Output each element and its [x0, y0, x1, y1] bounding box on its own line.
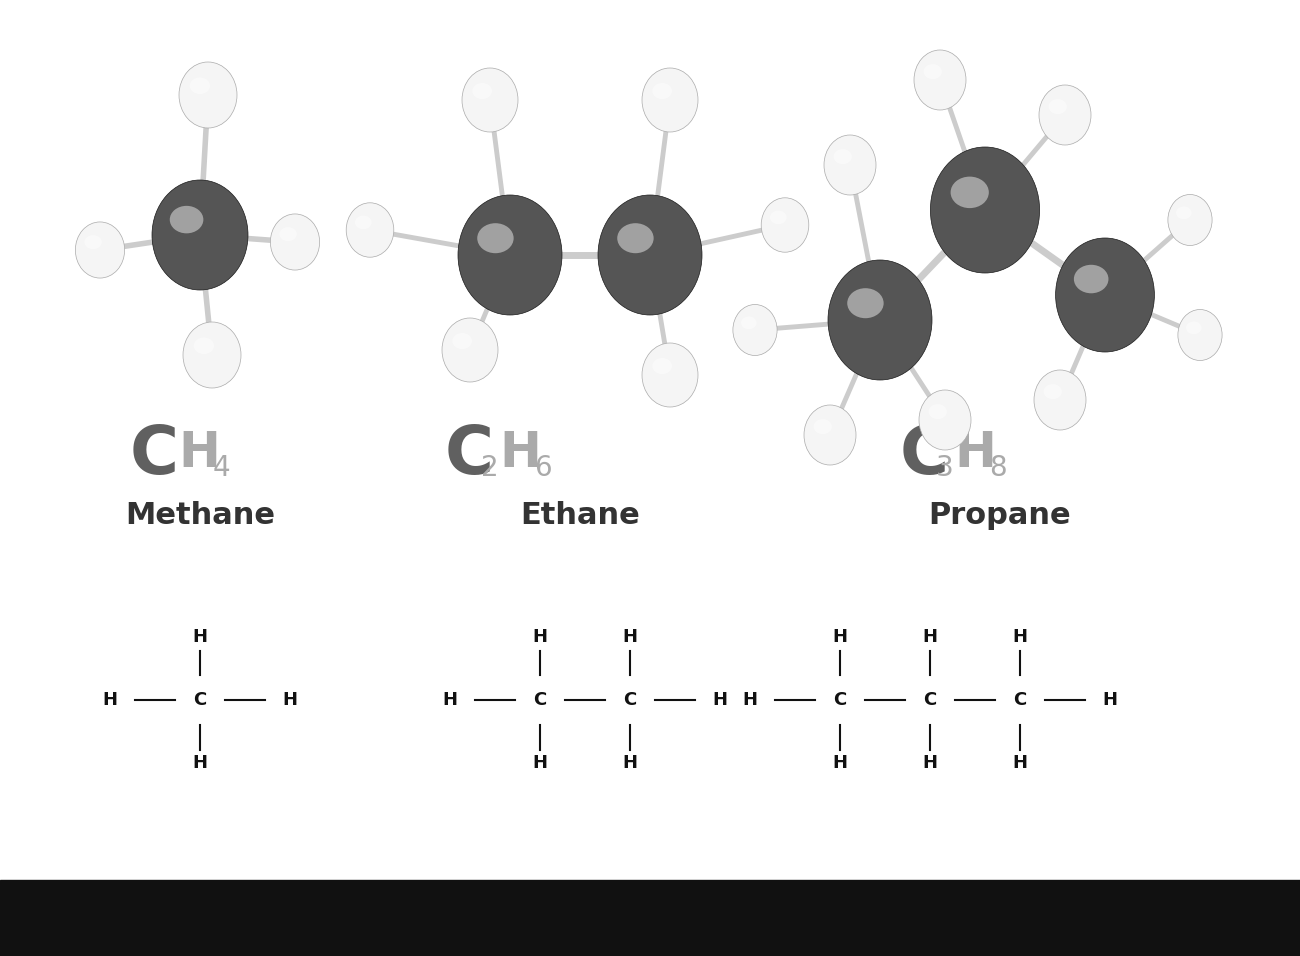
Ellipse shape [442, 318, 498, 382]
Ellipse shape [598, 195, 702, 315]
Text: 8: 8 [989, 454, 1006, 482]
Text: H: H [923, 628, 937, 646]
Ellipse shape [84, 235, 101, 250]
Ellipse shape [803, 405, 855, 465]
Ellipse shape [183, 322, 240, 388]
Text: H: H [923, 754, 937, 772]
Text: 6: 6 [534, 454, 551, 482]
Text: H: H [1013, 628, 1027, 646]
Ellipse shape [477, 223, 514, 253]
Ellipse shape [828, 260, 932, 380]
Ellipse shape [733, 305, 777, 356]
Ellipse shape [270, 214, 320, 270]
Ellipse shape [170, 206, 203, 233]
Text: H: H [742, 691, 758, 709]
Text: C: C [533, 691, 546, 709]
Text: H: H [178, 429, 220, 477]
Ellipse shape [848, 288, 884, 318]
Ellipse shape [824, 135, 876, 195]
Bar [0, 880, 1300, 956]
Text: H: H [192, 754, 208, 772]
Text: H: H [442, 691, 458, 709]
Ellipse shape [458, 195, 562, 315]
Ellipse shape [346, 203, 394, 257]
Text: 3: 3 [936, 454, 954, 482]
Text: C: C [1014, 691, 1027, 709]
Text: H: H [1102, 691, 1118, 709]
Ellipse shape [1049, 99, 1067, 114]
Ellipse shape [814, 419, 832, 434]
Text: Propane: Propane [928, 501, 1071, 530]
Text: H: H [1013, 754, 1027, 772]
Ellipse shape [1056, 238, 1154, 352]
Ellipse shape [1178, 310, 1222, 360]
Text: H: H [499, 429, 541, 477]
Text: H: H [192, 628, 208, 646]
Text: Methane: Methane [125, 501, 276, 530]
Ellipse shape [1186, 321, 1201, 335]
Text: H: H [954, 429, 996, 477]
Text: H: H [533, 628, 547, 646]
Ellipse shape [833, 149, 852, 164]
Ellipse shape [1034, 370, 1086, 430]
Text: 2: 2 [481, 454, 499, 482]
Ellipse shape [1044, 384, 1062, 399]
Ellipse shape [179, 62, 237, 128]
Text: C: C [624, 691, 637, 709]
Ellipse shape [914, 50, 966, 110]
Ellipse shape [762, 198, 809, 252]
Text: Ethane: Ethane [520, 501, 640, 530]
Text: H: H [533, 754, 547, 772]
Ellipse shape [152, 180, 248, 290]
Text: C: C [130, 422, 179, 488]
Ellipse shape [653, 358, 672, 374]
Text: H: H [103, 691, 117, 709]
Text: C: C [833, 691, 846, 709]
Text: H: H [832, 628, 848, 646]
Text: H: H [623, 628, 637, 646]
Ellipse shape [355, 216, 372, 229]
Text: C: C [923, 691, 936, 709]
Text: H: H [832, 754, 848, 772]
Ellipse shape [931, 147, 1040, 273]
Ellipse shape [770, 210, 786, 225]
Ellipse shape [190, 77, 211, 94]
Ellipse shape [642, 343, 698, 407]
Text: C: C [445, 422, 494, 488]
Ellipse shape [653, 83, 672, 99]
Text: H: H [282, 691, 298, 709]
Ellipse shape [928, 404, 946, 419]
Ellipse shape [472, 83, 491, 99]
Ellipse shape [462, 68, 517, 132]
Ellipse shape [194, 337, 214, 354]
Text: H: H [712, 691, 728, 709]
Ellipse shape [741, 316, 757, 329]
Text: C: C [900, 422, 949, 488]
Ellipse shape [1167, 194, 1212, 246]
Ellipse shape [1074, 265, 1109, 293]
Ellipse shape [452, 333, 472, 349]
Ellipse shape [1176, 206, 1192, 219]
Ellipse shape [75, 222, 125, 278]
Text: C: C [194, 691, 207, 709]
Ellipse shape [642, 68, 698, 132]
Text: 4: 4 [213, 454, 230, 482]
Text: H: H [623, 754, 637, 772]
Ellipse shape [919, 390, 971, 450]
Ellipse shape [618, 223, 654, 253]
Ellipse shape [280, 228, 296, 241]
Ellipse shape [923, 64, 941, 79]
Ellipse shape [1039, 85, 1091, 145]
Ellipse shape [950, 177, 989, 208]
